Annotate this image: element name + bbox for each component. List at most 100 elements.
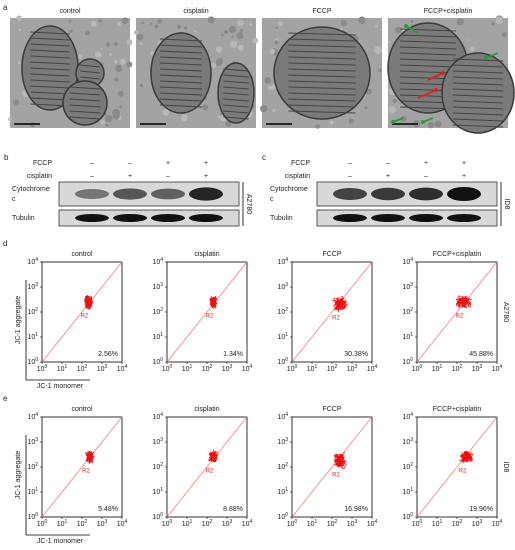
crista bbox=[223, 74, 249, 78]
crista bbox=[159, 50, 203, 54]
mitochondrion bbox=[273, 26, 371, 120]
tick-base: 10 bbox=[402, 284, 410, 291]
event-dot bbox=[90, 297, 93, 299]
texture bbox=[387, 40, 391, 43]
tick-base: 10 bbox=[152, 284, 160, 291]
crista bbox=[223, 116, 249, 120]
tick-base: 10 bbox=[162, 521, 170, 528]
event-dot bbox=[332, 300, 334, 302]
y-tick-label: 103 bbox=[27, 282, 38, 291]
event-dot bbox=[467, 459, 470, 461]
x-tick-label: 100 bbox=[287, 364, 298, 373]
event-dot bbox=[88, 459, 91, 461]
tick-base: 10 bbox=[27, 259, 35, 266]
y-tick-label: 103 bbox=[277, 437, 288, 446]
event-dot bbox=[212, 460, 214, 462]
texture bbox=[119, 105, 123, 109]
event-dot bbox=[86, 451, 89, 453]
mitochondrion bbox=[62, 80, 108, 126]
event-dot bbox=[85, 303, 87, 305]
event-dot bbox=[462, 300, 464, 302]
event-dot bbox=[339, 307, 341, 309]
tick-base: 10 bbox=[152, 259, 160, 266]
tick-base: 10 bbox=[27, 334, 35, 341]
x-tick-label: 102 bbox=[452, 519, 463, 528]
x-tick-label: 101 bbox=[182, 364, 193, 373]
event-dot bbox=[337, 309, 339, 311]
texture bbox=[315, 124, 321, 129]
event-dot bbox=[91, 461, 94, 463]
image-title: FCCP+cisplatin bbox=[424, 8, 473, 15]
event-dot bbox=[341, 463, 343, 465]
texture bbox=[491, 21, 496, 26]
event-dot bbox=[212, 305, 214, 308]
tick-exp: 4 bbox=[375, 364, 378, 370]
event-dot bbox=[460, 305, 463, 307]
tick-exp: 1 bbox=[160, 332, 163, 338]
event-dot bbox=[466, 300, 468, 303]
event-dot bbox=[87, 457, 89, 460]
texture bbox=[228, 25, 237, 34]
x-tick-label: 101 bbox=[432, 519, 443, 528]
percent: 19.96% bbox=[469, 506, 493, 513]
crista bbox=[159, 104, 203, 108]
y-tick-label: 103 bbox=[277, 282, 288, 291]
texture bbox=[501, 32, 508, 38]
x-tick-label: 102 bbox=[77, 364, 88, 373]
tick-base: 10 bbox=[472, 366, 480, 373]
blot-tubulin bbox=[58, 209, 240, 227]
event-dot bbox=[468, 454, 471, 456]
event-dot bbox=[344, 461, 346, 464]
event-dot bbox=[341, 302, 343, 304]
band-label: Cytochrome bbox=[270, 186, 308, 193]
mitochondrion bbox=[217, 62, 255, 124]
tick-exp: 3 bbox=[160, 282, 163, 288]
x-tick-label: 102 bbox=[77, 519, 88, 528]
crista bbox=[69, 104, 101, 108]
event-dot bbox=[216, 451, 218, 454]
texture bbox=[340, 19, 347, 27]
crista bbox=[30, 67, 70, 71]
tick-exp: 1 bbox=[285, 332, 288, 338]
tick-base: 10 bbox=[152, 359, 160, 366]
texture bbox=[252, 37, 259, 44]
tick-base: 10 bbox=[277, 489, 285, 496]
event-dot bbox=[91, 301, 93, 303]
event-dot bbox=[209, 453, 212, 455]
crista bbox=[288, 50, 356, 54]
y-tick-label: 103 bbox=[27, 437, 38, 446]
tick-base: 10 bbox=[27, 514, 35, 521]
event-dot bbox=[87, 295, 89, 298]
tick-base: 10 bbox=[37, 366, 45, 373]
tick-exp: 3 bbox=[230, 519, 233, 525]
tick-base: 10 bbox=[307, 521, 315, 528]
event-dot bbox=[345, 300, 347, 302]
crista bbox=[69, 98, 101, 102]
percent: 30.38% bbox=[344, 351, 368, 358]
x-tick-label: 100 bbox=[287, 519, 298, 528]
event-dot bbox=[338, 304, 340, 307]
row-label: FCCP bbox=[33, 160, 52, 167]
x-tick-label: 104 bbox=[367, 364, 378, 373]
tick-exp: 2 bbox=[410, 462, 413, 468]
crista bbox=[452, 76, 504, 80]
event-dot bbox=[86, 300, 88, 302]
x-tick-label: 101 bbox=[432, 364, 443, 373]
texture bbox=[100, 119, 106, 125]
tick-exp: 2 bbox=[460, 519, 463, 525]
tick-exp: 1 bbox=[35, 332, 38, 338]
plot-title: FCCP+cisplatin bbox=[433, 251, 482, 258]
texture bbox=[105, 114, 113, 123]
tick-exp: 2 bbox=[210, 519, 213, 525]
tick-exp: 2 bbox=[160, 462, 163, 468]
x-tick-label: 103 bbox=[472, 519, 483, 528]
texture bbox=[133, 30, 139, 35]
tick-base: 10 bbox=[117, 366, 125, 373]
crista bbox=[399, 34, 457, 38]
texture bbox=[90, 20, 97, 27]
sign: + bbox=[166, 160, 170, 167]
crista bbox=[69, 116, 101, 120]
texture bbox=[264, 77, 272, 84]
event-dot bbox=[460, 298, 462, 300]
